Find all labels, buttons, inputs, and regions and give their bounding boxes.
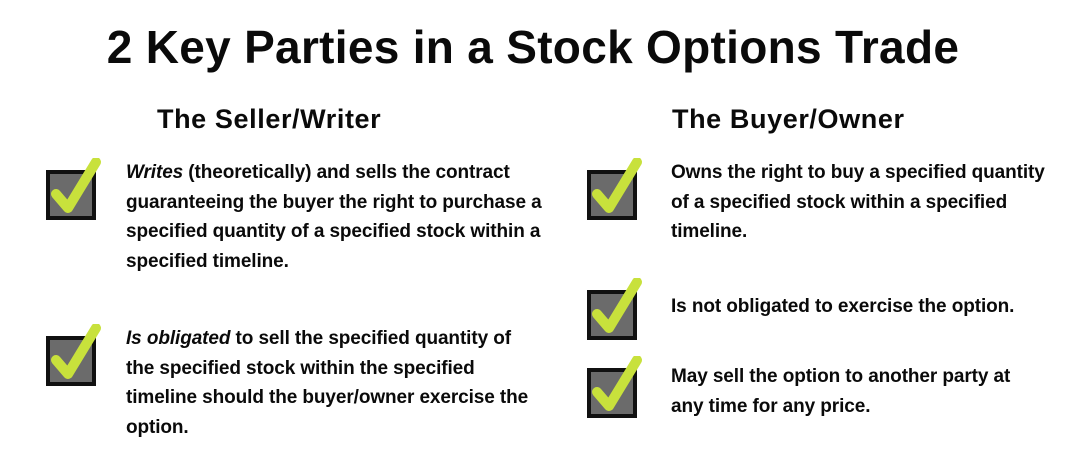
seller-item-emphasis: Writes	[126, 162, 184, 183]
seller-item-text: to sell the specified quantity of the sp…	[126, 328, 529, 438]
checkbox-check-icon	[585, 278, 642, 340]
seller-item-text: (theoretically) and sells the contract g…	[126, 162, 542, 272]
buyer-item-text: Owns the right to buy a specified quanti…	[671, 162, 1045, 242]
checkbox-check-icon	[44, 158, 101, 220]
seller-item-writes: Writes (theoretically) and sells the con…	[44, 158, 544, 276]
buyer-item-owns: Owns the right to buy a specified quanti…	[585, 158, 1045, 247]
buyer-heading: The Buyer/Owner	[672, 104, 905, 134]
seller-heading: The Seller/Writer	[157, 104, 382, 134]
seller-item-obligated: Is obligated to sell the specified quant…	[44, 324, 544, 442]
buyer-item-may-sell: May sell the option to another party at …	[585, 356, 1045, 421]
checkbox-check-icon	[44, 324, 101, 386]
checkbox-check-icon	[585, 356, 642, 418]
buyer-item-text: Is not obligated to exercise the option.	[671, 296, 1015, 317]
buyer-item-text: May sell the option to another party at …	[671, 366, 1011, 417]
seller-item-emphasis: Is obligated	[126, 328, 231, 349]
page-title: 2 Key Parties in a Stock Options Trade	[106, 21, 960, 73]
checkbox-check-icon	[585, 158, 642, 220]
buyer-item-not-obligated: Is not obligated to exercise the option.	[585, 278, 1045, 340]
